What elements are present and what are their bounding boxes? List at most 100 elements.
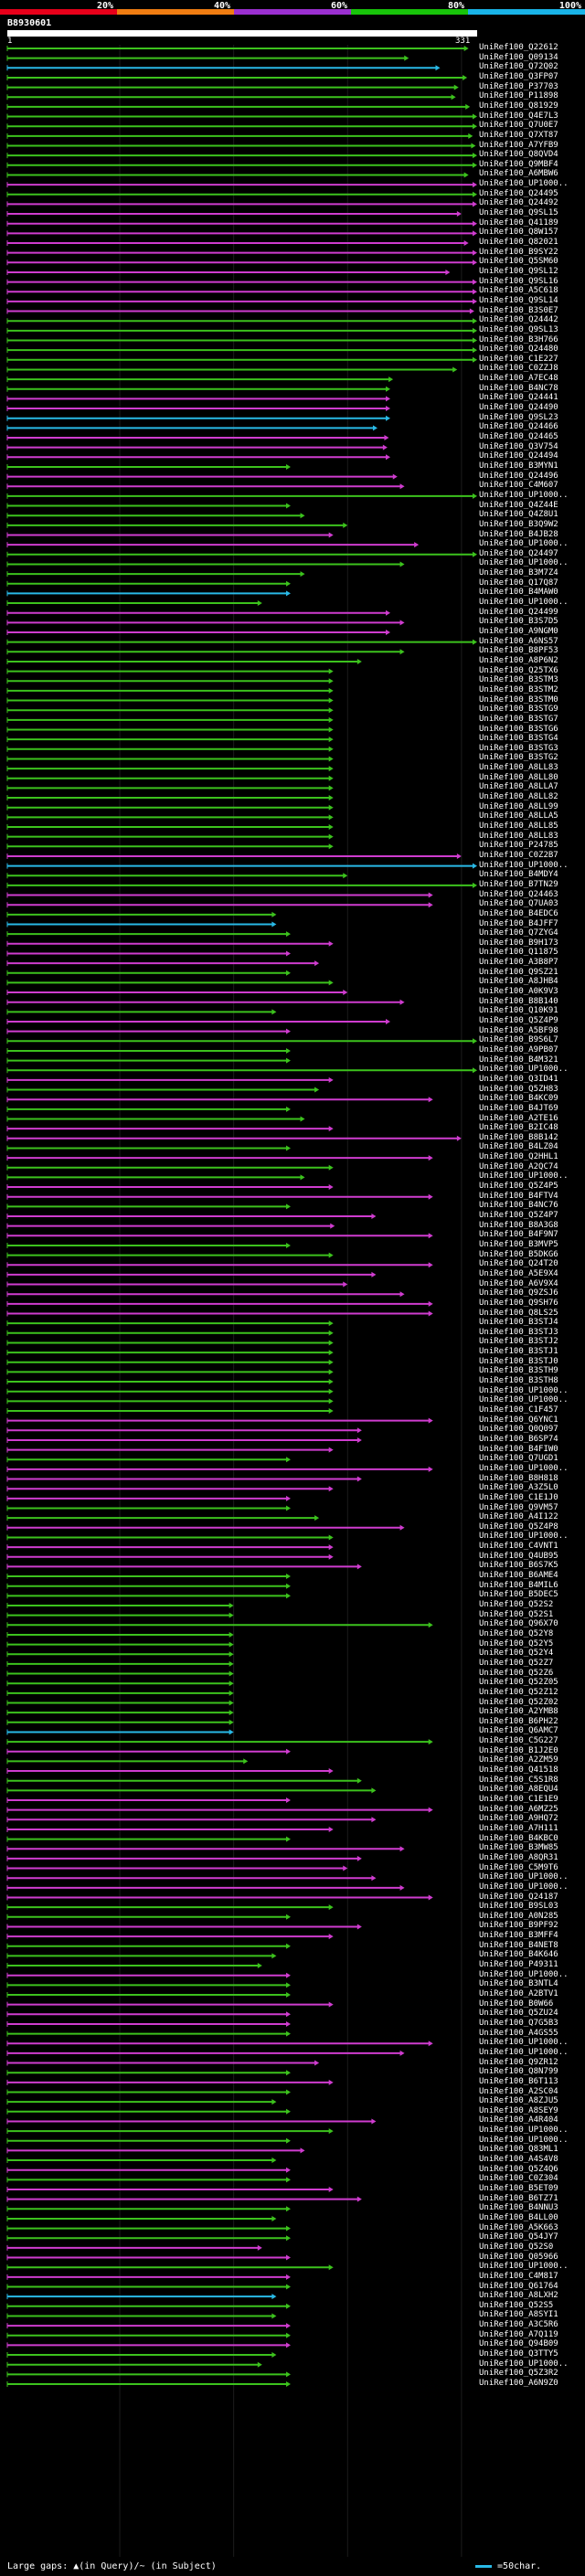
hit-label[interactable]: UniRef100_A4S4V8 <box>479 2155 558 2165</box>
hit-label[interactable]: UniRef100_Q24465 <box>479 432 558 441</box>
hit-label[interactable]: UniRef100_B4KBC0 <box>479 1833 558 1843</box>
alignment-row[interactable] <box>6 1875 377 1882</box>
hit-label[interactable]: UniRef100_Q25TX6 <box>479 665 558 675</box>
hit-label[interactable]: UniRef100_Q5ZH83 <box>479 1084 558 1094</box>
alignment-row[interactable] <box>6 911 277 917</box>
hit-label[interactable]: UniRef100_B9H173 <box>479 938 558 948</box>
alignment-row[interactable] <box>6 561 405 567</box>
hit-label[interactable]: UniRef100_A8LL85 <box>479 822 558 831</box>
alignment-row[interactable] <box>6 1787 377 1794</box>
hit-label[interactable]: UniRef100_A4I122 <box>479 1512 558 1522</box>
hit-label[interactable]: UniRef100_C4VNT1 <box>479 1542 558 1552</box>
alignment-row[interactable] <box>6 2118 377 2125</box>
hit-label[interactable]: UniRef100_Q24499 <box>479 607 558 617</box>
hit-label[interactable]: UniRef100_Q5Z3R2 <box>479 2369 558 2379</box>
hit-label[interactable]: UniRef100_B4M321 <box>479 1055 558 1065</box>
hit-label[interactable]: UniRef100_UP1000.. <box>479 1882 569 1892</box>
hit-label[interactable]: UniRef100_C4M607 <box>479 481 558 491</box>
hit-label[interactable]: UniRef100_C0Z304 <box>479 2174 558 2184</box>
alignment-row[interactable] <box>6 716 334 723</box>
alignment-row[interactable] <box>6 376 394 383</box>
alignment-row[interactable] <box>6 1817 377 1823</box>
alignment-row[interactable] <box>6 318 477 324</box>
hit-label[interactable]: UniRef100_A5K663 <box>479 2222 558 2232</box>
alignment-row[interactable] <box>6 2352 277 2359</box>
alignment-row[interactable] <box>6 873 348 879</box>
alignment-row[interactable] <box>6 1174 305 1181</box>
alignment-row[interactable] <box>6 1436 362 1443</box>
hit-label[interactable]: UniRef100_A8JHB4 <box>479 977 558 987</box>
alignment-row[interactable] <box>6 2274 291 2280</box>
alignment-row[interactable] <box>6 2030 291 2037</box>
alignment-row[interactable] <box>6 2157 277 2164</box>
alignment-row[interactable] <box>6 113 477 120</box>
alignment-row[interactable] <box>6 882 477 888</box>
alignment-row[interactable] <box>6 2079 334 2085</box>
alignment-row[interactable] <box>6 182 477 188</box>
alignment-row[interactable] <box>6 1320 334 1327</box>
alignment-row[interactable] <box>6 503 291 509</box>
alignment-row[interactable] <box>6 1417 433 1424</box>
hit-label[interactable]: UniRef100_Q24496 <box>479 471 558 481</box>
hit-label[interactable]: UniRef100_Q10K91 <box>479 1006 558 1016</box>
hit-label[interactable]: UniRef100_Q24490 <box>479 403 558 413</box>
hit-label[interactable]: UniRef100_B4NNU3 <box>479 2203 558 2213</box>
hit-label[interactable]: UniRef100_A8LXH2 <box>479 2291 558 2301</box>
hit-label[interactable]: UniRef100_Q11875 <box>479 948 558 958</box>
alignment-row[interactable] <box>6 415 390 421</box>
alignment-row[interactable] <box>6 2020 291 2027</box>
hit-label[interactable]: UniRef100_C0Z2B7 <box>479 850 558 860</box>
alignment-row[interactable] <box>6 1193 433 1200</box>
hit-label[interactable]: UniRef100_A8LLA7 <box>479 782 558 792</box>
alignment-row[interactable] <box>6 1300 433 1307</box>
alignment-row[interactable] <box>6 551 477 557</box>
hit-label[interactable]: UniRef100_Q9SZ21 <box>479 967 558 977</box>
alignment-row[interactable] <box>6 356 477 363</box>
alignment-row[interactable] <box>6 2225 291 2231</box>
alignment-row[interactable] <box>6 1076 334 1083</box>
hit-label[interactable]: UniRef100_Q54JY7 <box>479 2232 558 2242</box>
hit-label[interactable]: UniRef100_Q8QVD4 <box>479 150 558 160</box>
alignment-row[interactable] <box>6 1846 405 1852</box>
hit-label[interactable]: UniRef100_Q9SL13 <box>479 324 558 334</box>
hit-label[interactable]: UniRef100_B3H766 <box>479 334 558 345</box>
alignment-row[interactable] <box>6 1553 334 1560</box>
hit-label[interactable]: UniRef100_Q5Z4P9 <box>479 1016 558 1025</box>
alignment-row[interactable] <box>6 1047 291 1054</box>
hit-label[interactable]: UniRef100_Q4E7L3 <box>479 111 558 121</box>
hit-label[interactable]: UniRef100_Q52S5 <box>479 2300 554 2310</box>
hit-label[interactable]: UniRef100_B6SP74 <box>479 1434 558 1444</box>
alignment-row[interactable] <box>6 1340 334 1346</box>
alignment-row[interactable] <box>6 308 474 314</box>
hit-label[interactable]: UniRef100_UP1000.. <box>479 1532 569 1542</box>
hit-label[interactable]: UniRef100_Q8W157 <box>479 228 558 238</box>
alignment-row[interactable] <box>6 454 390 461</box>
alignment-row[interactable] <box>6 1155 433 1161</box>
alignment-row[interactable] <box>6 1943 291 1949</box>
alignment-row[interactable] <box>6 240 469 246</box>
alignment-row[interactable] <box>6 970 291 976</box>
alignment-row[interactable] <box>6 2342 291 2348</box>
hit-label[interactable]: UniRef100_C5G227 <box>479 1736 558 1746</box>
hit-label[interactable]: UniRef100_A6MBW6 <box>479 169 558 179</box>
alignment-row[interactable] <box>6 960 320 967</box>
hit-label[interactable]: UniRef100_A3C5R6 <box>479 2320 558 2330</box>
hit-label[interactable]: UniRef100_Q7UGD1 <box>479 1454 558 1464</box>
hit-label[interactable]: UniRef100_Q8LS25 <box>479 1308 558 1318</box>
alignment-row[interactable] <box>6 1447 334 1453</box>
alignment-row[interactable] <box>6 172 469 178</box>
hit-label[interactable]: UniRef100_Q3V754 <box>479 441 558 451</box>
hit-label[interactable]: UniRef100_Q52Z6 <box>479 1668 554 1678</box>
alignment-row[interactable] <box>6 542 420 548</box>
alignment-row[interactable] <box>6 1836 291 1842</box>
alignment-row[interactable] <box>6 1865 348 1871</box>
hit-label[interactable]: UniRef100_Q83ML1 <box>479 2145 558 2155</box>
alignment-row[interactable] <box>6 1564 362 1570</box>
hit-label[interactable]: UniRef100_Q0Q097 <box>479 1425 558 1435</box>
hit-label[interactable]: UniRef100_UP1000.. <box>479 1065 569 1075</box>
hit-label[interactable]: UniRef100_Q24T20 <box>479 1259 558 1269</box>
alignment-row[interactable] <box>6 1067 477 1074</box>
hit-label[interactable]: UniRef100_C4M817 <box>479 2271 558 2281</box>
alignment-row[interactable] <box>6 493 477 499</box>
alignment-row[interactable] <box>6 1057 291 1064</box>
